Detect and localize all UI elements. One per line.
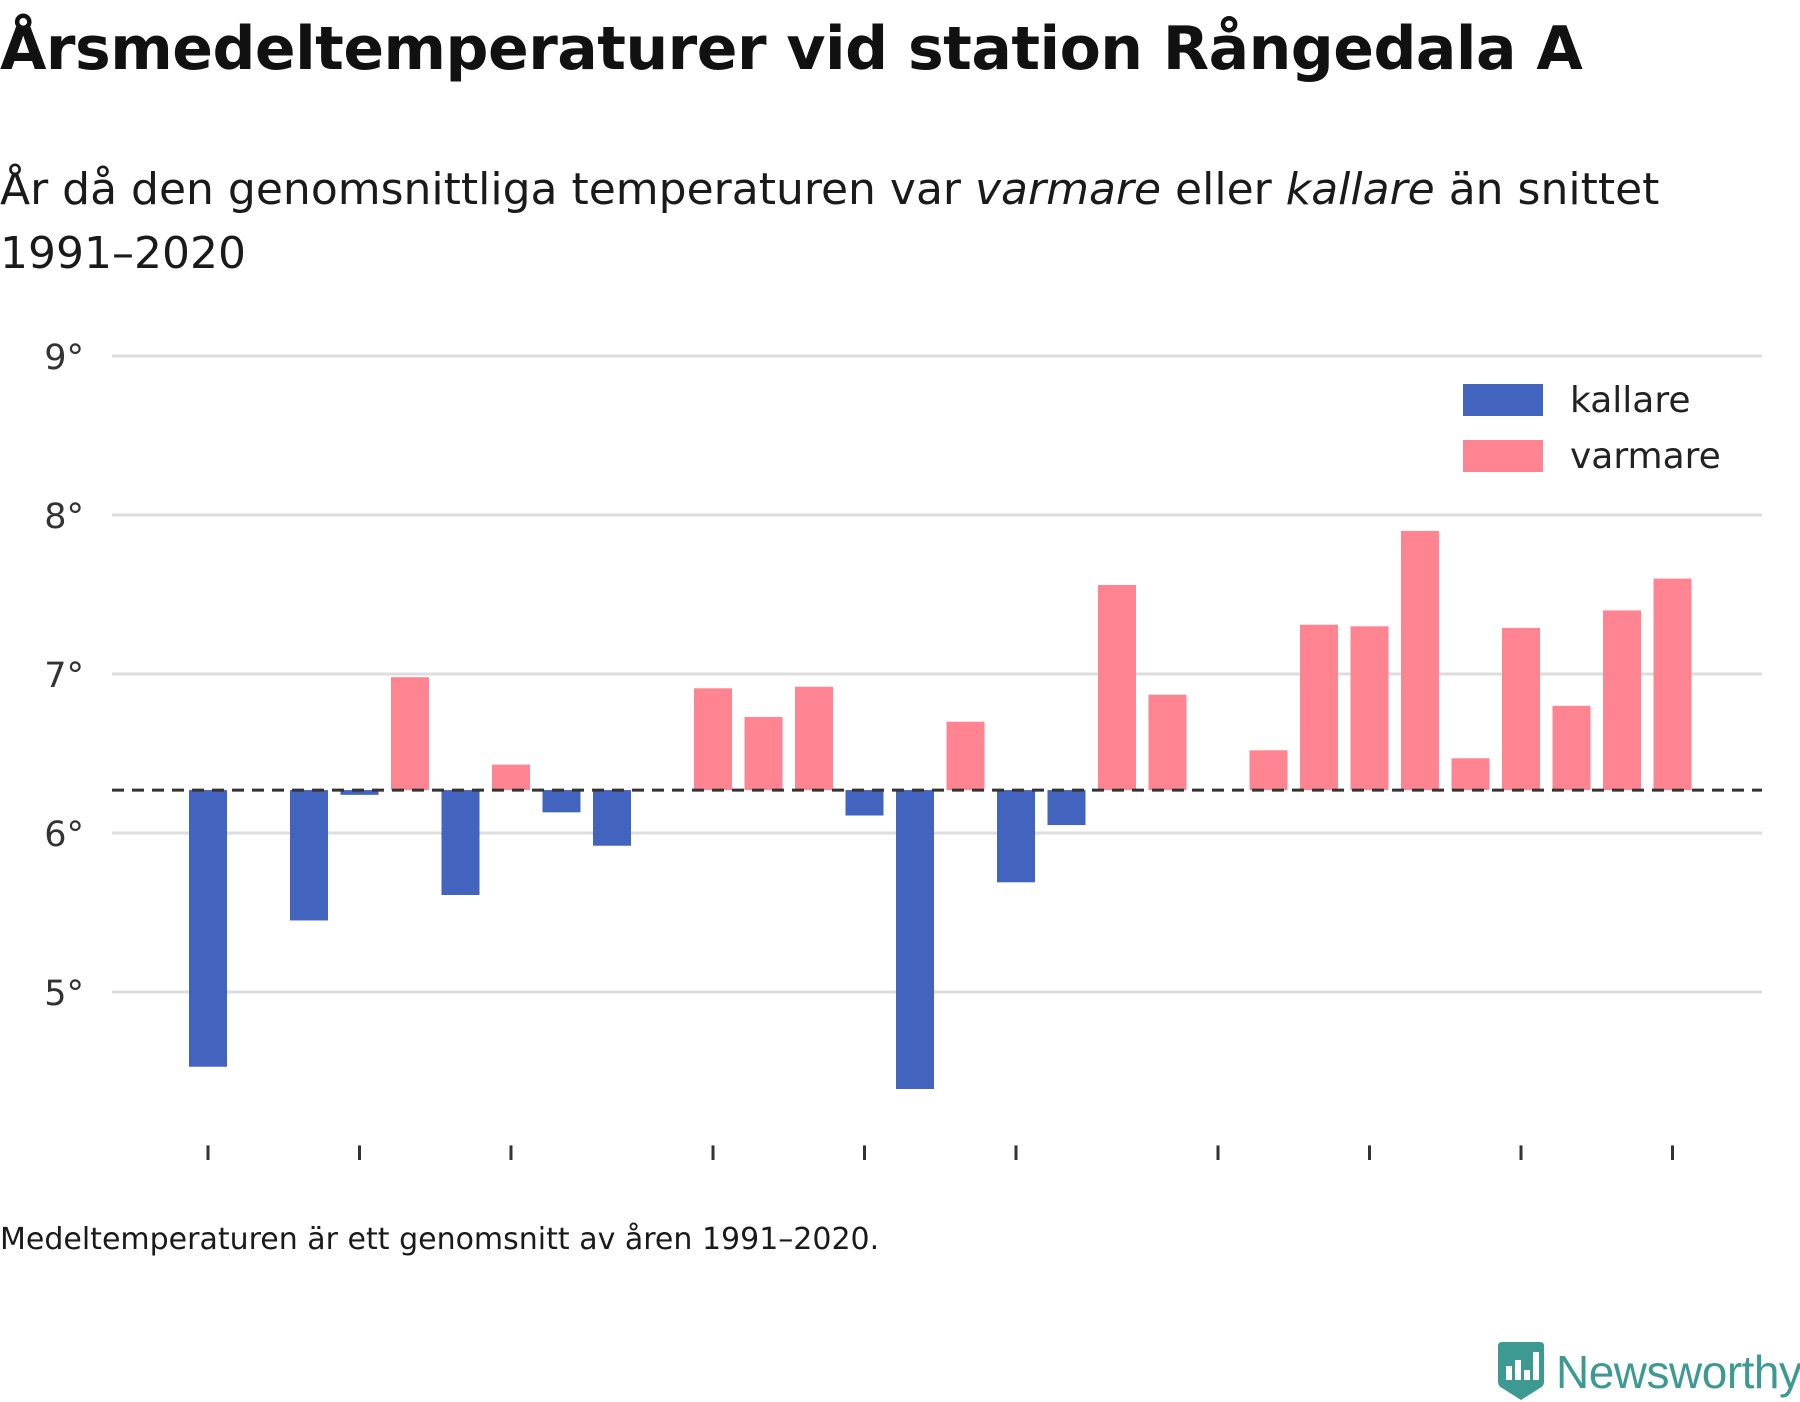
legend-label: kallare bbox=[1570, 380, 1691, 421]
bar-colder bbox=[1047, 790, 1086, 826]
chart-subtitle: År då den genomsnittliga temperaturen va… bbox=[0, 158, 1760, 286]
bar-colder bbox=[542, 790, 581, 813]
bar-warmer bbox=[1148, 694, 1187, 791]
bar-warmer bbox=[795, 686, 833, 791]
bar-chart: 5° 6° 7° 8° 9° 19961999200220062009201220162… bbox=[44, 338, 1762, 1160]
y-tick-label: 7° bbox=[44, 656, 84, 696]
subtitle-warmer-word: varmare bbox=[974, 164, 1162, 215]
legend: kallare varmare bbox=[1463, 380, 1721, 477]
bar-warmer bbox=[946, 721, 985, 791]
bar-warmer bbox=[1098, 584, 1136, 791]
brand-name: Newsworthy bbox=[1556, 1346, 1800, 1398]
bar-warmer bbox=[1401, 530, 1439, 791]
brand-logo[interactable]: Newsworthy bbox=[1496, 1342, 1800, 1402]
chart-title: Årsmedeltemperaturer vid station Rångeda… bbox=[0, 14, 1583, 84]
newsworthy-logo-icon bbox=[1498, 1342, 1544, 1400]
bar-warmer bbox=[1249, 750, 1288, 791]
bar-colder bbox=[340, 790, 379, 795]
bar-warmer bbox=[694, 688, 732, 791]
bars bbox=[189, 530, 1692, 1089]
chart-caption: Medeltemperaturen är ett genomsnitt av å… bbox=[0, 1222, 880, 1257]
y-tick-label: 6° bbox=[44, 815, 84, 855]
legend-swatch bbox=[1463, 440, 1543, 472]
y-axis-ticks: 5° 6° 7° 8° 9° bbox=[44, 338, 84, 1014]
bar-warmer bbox=[1552, 705, 1591, 791]
legend-label: varmare bbox=[1570, 436, 1721, 477]
bar-warmer bbox=[1451, 758, 1490, 791]
bar-warmer bbox=[744, 716, 783, 791]
bar-colder bbox=[290, 790, 328, 921]
subtitle-part-2: eller bbox=[1161, 164, 1286, 215]
bar-warmer bbox=[391, 677, 429, 791]
bar-colder bbox=[997, 790, 1035, 883]
bar-colder bbox=[189, 790, 227, 1067]
bar-colder bbox=[593, 790, 631, 846]
bar-warmer bbox=[1603, 610, 1641, 791]
y-tick-label: 5° bbox=[44, 974, 84, 1014]
bar-warmer bbox=[1653, 578, 1692, 791]
bar-warmer bbox=[1300, 624, 1338, 791]
subtitle-part-1: År då den genomsnittliga temperaturen va… bbox=[0, 164, 975, 215]
x-axis-ticks: 1996199920022006200920122016201920222025 bbox=[206, 1145, 1674, 1160]
y-tick-label: 9° bbox=[44, 338, 84, 378]
subtitle-part-3: än snittet 1991–2020 bbox=[0, 164, 1660, 279]
bar-warmer bbox=[1350, 626, 1389, 791]
bar-colder bbox=[441, 790, 480, 896]
bar-colder bbox=[845, 790, 884, 816]
bar-warmer bbox=[492, 764, 530, 791]
legend-swatch bbox=[1463, 384, 1543, 416]
bar-colder bbox=[896, 790, 934, 1089]
subtitle-colder-word: kallare bbox=[1285, 164, 1435, 215]
y-tick-label: 8° bbox=[44, 497, 84, 537]
bar-warmer bbox=[1502, 627, 1540, 791]
gridlines bbox=[112, 354, 1762, 994]
